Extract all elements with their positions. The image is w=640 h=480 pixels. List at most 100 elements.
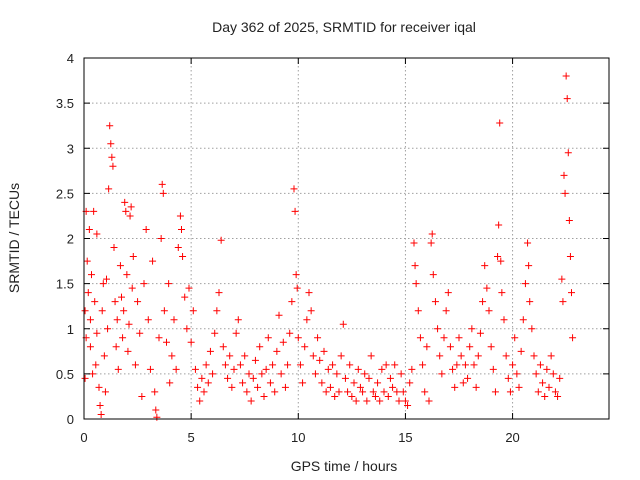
data-point (251, 356, 259, 364)
x-tick-label: 0 (80, 430, 87, 445)
data-point (136, 329, 144, 337)
data-point (356, 383, 364, 391)
data-point (563, 95, 571, 103)
data-point (401, 397, 409, 405)
data-point (541, 392, 549, 400)
data-point (140, 280, 148, 288)
data-point (506, 388, 514, 396)
data-point (291, 207, 299, 215)
data-point (176, 212, 184, 220)
data-point (324, 365, 332, 373)
y-axis-label: SRMTID / TECUs (6, 183, 22, 293)
data-point (194, 383, 202, 391)
data-point (517, 347, 525, 355)
data-point (83, 257, 91, 265)
data-point (416, 334, 424, 342)
data-point (487, 343, 495, 351)
data-point (204, 379, 212, 387)
data-point (384, 392, 392, 400)
data-point (530, 352, 538, 360)
data-point (455, 334, 463, 342)
data-point (88, 271, 95, 279)
data-point (303, 316, 311, 324)
data-point (371, 392, 379, 400)
data-point (436, 352, 444, 360)
data-point (466, 343, 474, 351)
data-point (86, 316, 94, 324)
data-point (556, 374, 564, 382)
data-point (515, 383, 523, 391)
data-point (151, 388, 159, 396)
data-point (284, 361, 292, 369)
data-point (108, 153, 116, 161)
data-point (495, 221, 503, 229)
data-point (365, 374, 373, 382)
data-point (100, 352, 108, 360)
data-point (376, 397, 384, 405)
data-point (386, 374, 394, 382)
data-point (476, 329, 484, 337)
data-point (521, 280, 529, 288)
data-point (534, 388, 542, 396)
y-tick-label: 1 (67, 322, 74, 337)
data-point (113, 316, 121, 324)
data-point (442, 307, 450, 315)
data-point (144, 316, 152, 324)
data-point (470, 361, 478, 369)
data-point (234, 316, 242, 324)
data-point (431, 298, 439, 306)
data-point (129, 253, 137, 261)
data-point (213, 307, 221, 315)
data-point (189, 307, 197, 315)
data-point (453, 361, 461, 369)
data-point (266, 379, 274, 387)
data-point (554, 392, 562, 400)
data-point (316, 356, 324, 364)
data-points (81, 72, 577, 421)
data-point (423, 343, 431, 351)
data-point (494, 253, 502, 261)
data-point (99, 280, 107, 288)
data-point (123, 271, 131, 279)
data-point (410, 239, 418, 247)
data-point (489, 365, 497, 373)
data-point (155, 334, 163, 342)
data-point (511, 334, 519, 342)
data-point (292, 271, 300, 279)
data-point (290, 185, 298, 193)
data-point (558, 275, 566, 283)
data-point (564, 149, 572, 157)
data-point (354, 365, 362, 373)
data-point (337, 352, 345, 360)
data-point (262, 365, 270, 373)
data-point (241, 352, 249, 360)
data-point (307, 307, 315, 315)
data-point (187, 338, 195, 346)
data-point (97, 410, 105, 418)
data-point (359, 388, 367, 396)
data-point (549, 370, 557, 378)
data-point (179, 253, 187, 261)
data-point (341, 374, 349, 382)
data-point (524, 239, 532, 247)
data-point (545, 383, 553, 391)
data-point (472, 383, 480, 391)
data-point (560, 171, 568, 179)
data-point (483, 284, 491, 292)
data-point (461, 361, 469, 369)
data-point (479, 298, 487, 306)
data-point (103, 275, 110, 283)
data-point (86, 343, 94, 351)
data-point (245, 370, 253, 378)
data-point (126, 212, 134, 220)
data-point (158, 180, 166, 188)
data-point (569, 334, 577, 342)
data-point (451, 383, 459, 391)
data-point (559, 298, 567, 306)
data-point (519, 316, 527, 324)
data-point (526, 298, 534, 306)
data-point (273, 347, 281, 355)
data-point (301, 343, 309, 351)
data-point (294, 334, 302, 342)
data-point (369, 388, 377, 396)
